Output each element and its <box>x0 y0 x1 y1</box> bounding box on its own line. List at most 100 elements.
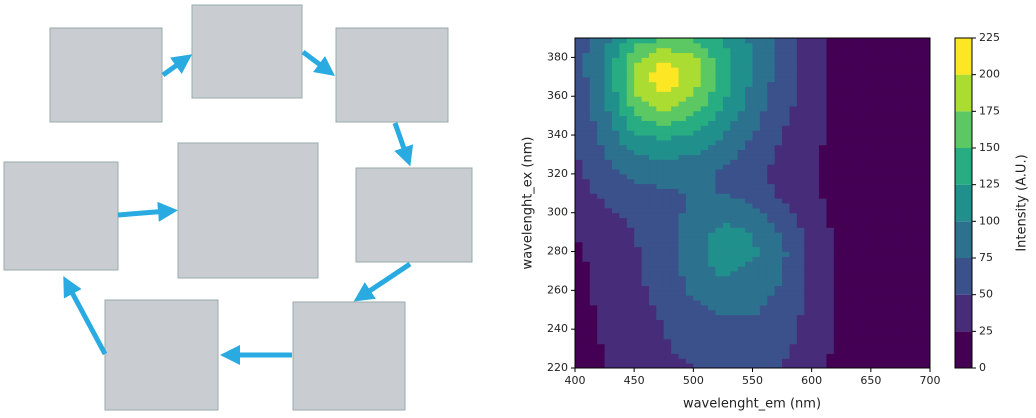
contour-cell <box>841 222 850 228</box>
contour-cell <box>648 295 657 301</box>
contour-cell <box>626 91 635 97</box>
contour-cell <box>893 338 901 345</box>
contour-cell <box>922 232 931 238</box>
contour-cell <box>819 290 827 296</box>
contour-cell <box>893 227 901 233</box>
contour-cell <box>663 101 672 107</box>
contour-cell <box>789 358 798 364</box>
contour-cell <box>885 144 894 151</box>
contour-cell <box>907 96 916 102</box>
contour-cell <box>878 101 887 107</box>
contour-cell <box>745 338 753 345</box>
contour-cell <box>641 207 650 214</box>
contour-cell <box>833 236 842 243</box>
y-tick-label: 340 <box>547 128 568 141</box>
contour-cell <box>685 81 694 88</box>
contour-cell <box>671 149 680 155</box>
contour-cell <box>663 314 672 320</box>
contour-cell <box>915 280 924 286</box>
y-tick-label: 360 <box>547 89 568 102</box>
contour-cell <box>848 353 857 359</box>
contour-cell <box>730 183 739 189</box>
contour-cell <box>678 81 687 88</box>
contour-cell <box>774 324 783 330</box>
contour-cell <box>693 358 702 364</box>
contour-cell <box>634 193 643 199</box>
contour-cell <box>900 86 909 92</box>
contour-cell <box>730 159 739 165</box>
contour-cell <box>767 173 776 180</box>
contour-cell <box>730 38 739 44</box>
contour-cell <box>848 183 857 189</box>
contour-cell <box>648 86 657 92</box>
contour-cell <box>893 207 901 214</box>
contour-cell <box>782 246 790 253</box>
contour-cell <box>863 207 872 214</box>
contour-cell <box>708 304 717 311</box>
contour-cell <box>575 154 583 160</box>
contour-cell <box>648 343 657 350</box>
contour-cell <box>885 266 894 272</box>
contour-cell <box>648 42 657 49</box>
contour-cell <box>597 256 606 262</box>
contour-cell <box>634 275 643 282</box>
contour-cell <box>752 81 761 88</box>
contour-cell <box>833 62 842 68</box>
contour-cell <box>759 251 768 257</box>
contour-cell <box>685 295 694 301</box>
contour-cell <box>878 52 887 58</box>
contour-cell <box>730 329 739 335</box>
contour-cell <box>722 81 731 88</box>
contour-cell <box>582 139 591 146</box>
contour-cell <box>759 115 768 121</box>
contour-cell <box>597 246 606 253</box>
contour-cell <box>915 144 924 151</box>
contour-cell <box>893 81 901 88</box>
contour-cell <box>863 236 872 243</box>
contour-cell <box>819 358 827 364</box>
contour-cell <box>656 285 665 291</box>
contour-cell <box>589 227 598 233</box>
contour-cell <box>804 52 813 58</box>
contour-cell <box>626 246 635 253</box>
contour-cell <box>782 290 790 296</box>
contour-cell <box>878 212 887 219</box>
contour-cell <box>685 198 694 204</box>
contour-cell <box>678 290 687 296</box>
contour-cell <box>604 154 613 160</box>
contour-cell <box>708 47 717 54</box>
contour-cell <box>582 154 591 160</box>
contour-cell <box>582 227 591 233</box>
contour-cell <box>730 101 739 107</box>
contour-cell <box>759 67 768 73</box>
contour-cell <box>648 188 657 194</box>
contour-cell <box>700 130 709 136</box>
contour-cell <box>619 266 628 272</box>
contour-cell <box>737 139 746 146</box>
contour-cell <box>634 353 643 359</box>
contour-cell <box>589 222 598 228</box>
contour-cell <box>900 275 909 282</box>
contour-cell <box>752 125 761 131</box>
contour-cell <box>856 314 864 320</box>
contour-cell <box>922 324 931 330</box>
contour-cell <box>671 270 680 277</box>
contour-cell <box>885 188 894 194</box>
contour-cell <box>634 125 643 131</box>
contour-cell <box>907 101 916 107</box>
contour-cell <box>767 227 776 233</box>
contour-cell <box>841 178 850 185</box>
contour-cell <box>678 212 687 219</box>
contour-cell <box>782 227 790 233</box>
contour-cell <box>626 290 635 296</box>
contour-cell <box>582 266 591 272</box>
contour-cell <box>715 38 724 44</box>
contour-cell <box>656 334 665 340</box>
contour-cell <box>900 62 909 68</box>
contour-cell <box>619 198 628 204</box>
contour-cell <box>700 52 709 58</box>
contour-cell <box>893 91 901 97</box>
contour-cell <box>789 338 798 345</box>
contour-cell <box>589 159 598 165</box>
contour-cell <box>826 81 835 88</box>
